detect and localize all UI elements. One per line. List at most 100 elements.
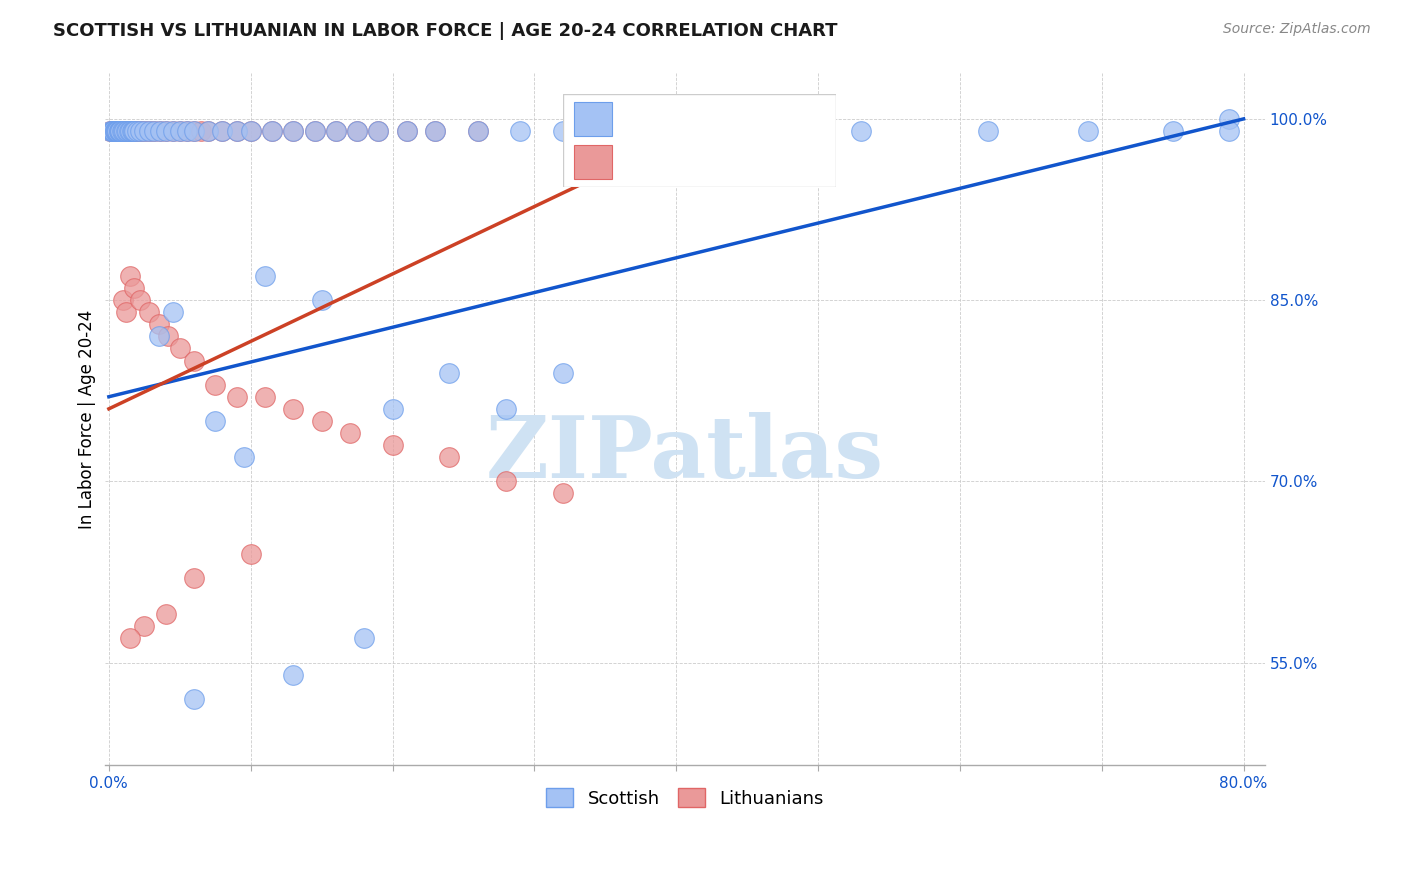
Point <box>120 268 142 283</box>
Point <box>101 124 124 138</box>
Point <box>98 124 121 138</box>
Point <box>127 124 149 138</box>
Point <box>103 124 125 138</box>
Point <box>114 124 136 138</box>
Point <box>225 390 247 404</box>
Point <box>121 124 143 138</box>
Point <box>346 124 368 138</box>
Point <box>439 366 461 380</box>
Point <box>551 486 574 500</box>
Point <box>977 124 1000 138</box>
Point <box>108 124 131 138</box>
Point <box>353 632 375 646</box>
Point <box>509 124 531 138</box>
Point <box>183 571 205 585</box>
Point <box>693 124 716 138</box>
Point <box>211 124 233 138</box>
Point <box>551 124 574 138</box>
Point <box>551 366 574 380</box>
Point <box>149 124 172 138</box>
Point <box>283 667 305 681</box>
Point <box>155 124 177 138</box>
Point <box>225 124 247 138</box>
Point <box>381 401 404 416</box>
Point <box>239 124 262 138</box>
Point <box>197 124 219 138</box>
Point <box>183 353 205 368</box>
Point <box>117 124 139 138</box>
Point <box>112 124 135 138</box>
Text: ZIPatlas: ZIPatlas <box>485 412 884 496</box>
Point <box>138 124 160 138</box>
Point <box>495 475 517 489</box>
Point <box>395 124 418 138</box>
Point <box>104 124 127 138</box>
Point <box>108 124 131 138</box>
Point <box>124 124 146 138</box>
Point <box>467 124 489 138</box>
Point <box>325 124 347 138</box>
Y-axis label: In Labor Force | Age 20-24: In Labor Force | Age 20-24 <box>79 310 96 529</box>
Point <box>169 124 191 138</box>
Point <box>304 124 326 138</box>
Point <box>367 124 389 138</box>
Point <box>100 124 122 138</box>
Point <box>157 329 180 343</box>
Point <box>765 124 787 138</box>
Point <box>122 124 145 138</box>
Point <box>134 619 156 633</box>
Point <box>253 390 276 404</box>
Point <box>108 124 131 138</box>
Point <box>149 124 172 138</box>
Point <box>148 318 170 332</box>
Point <box>100 124 122 138</box>
Point <box>138 124 160 138</box>
Point <box>105 124 128 138</box>
Point <box>120 124 142 138</box>
Point <box>105 124 128 138</box>
Point <box>381 438 404 452</box>
Point <box>162 124 184 138</box>
Point <box>211 124 233 138</box>
Text: SCOTTISH VS LITHUANIAN IN LABOR FORCE | AGE 20-24 CORRELATION CHART: SCOTTISH VS LITHUANIAN IN LABOR FORCE | … <box>53 22 838 40</box>
Point <box>143 124 166 138</box>
Point <box>105 124 128 138</box>
Point <box>120 124 142 138</box>
Point <box>114 124 136 138</box>
Point <box>346 124 368 138</box>
Point <box>1218 112 1240 126</box>
Point <box>339 425 361 440</box>
Point <box>1077 124 1099 138</box>
Point <box>100 124 122 138</box>
Point <box>495 401 517 416</box>
Point <box>115 124 138 138</box>
Point <box>204 414 226 428</box>
Point <box>423 124 446 138</box>
Point <box>134 124 156 138</box>
Point <box>260 124 283 138</box>
Point <box>325 124 347 138</box>
Point <box>367 124 389 138</box>
Point <box>108 124 131 138</box>
Point <box>120 632 142 646</box>
Point <box>183 124 205 138</box>
Point <box>162 305 184 319</box>
Point <box>112 293 135 307</box>
Point <box>311 293 333 307</box>
Point <box>103 124 125 138</box>
Point <box>107 124 129 138</box>
Point <box>118 124 141 138</box>
Point <box>115 124 138 138</box>
Point <box>107 124 129 138</box>
Point <box>111 124 134 138</box>
Point <box>239 124 262 138</box>
Point <box>124 281 146 295</box>
Point <box>232 450 254 464</box>
Point <box>283 124 305 138</box>
Point <box>129 293 152 307</box>
Point <box>103 124 125 138</box>
Point <box>100 124 122 138</box>
Point <box>197 124 219 138</box>
Text: Source: ZipAtlas.com: Source: ZipAtlas.com <box>1223 22 1371 37</box>
Point <box>395 124 418 138</box>
